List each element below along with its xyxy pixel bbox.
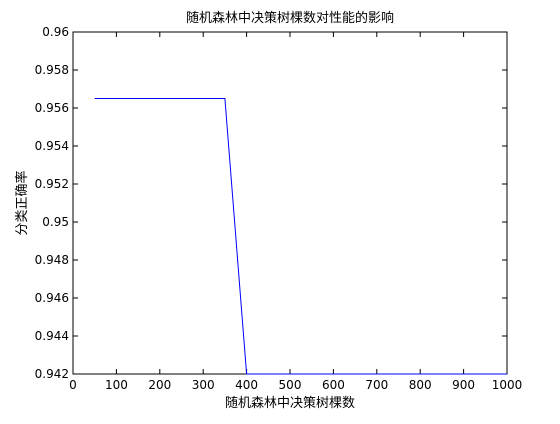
y-tick-label: 0.944 (35, 329, 69, 343)
x-tick-label: 900 (452, 378, 475, 392)
chart-title: 随机森林中决策树棵数对性能的影响 (186, 10, 394, 26)
plot-area (72, 31, 508, 375)
y-axis-label: 分类正确率 (14, 170, 30, 235)
x-tick-label: 300 (192, 378, 215, 392)
y-tick-label: 0.956 (35, 101, 69, 115)
series-line (94, 98, 507, 375)
y-tick-label: 0.96 (42, 25, 69, 39)
y-tick-label: 0.954 (35, 139, 69, 153)
x-tick-label: 400 (235, 378, 258, 392)
y-tick-label: 0.952 (35, 177, 69, 191)
x-tick-label: 100 (105, 378, 128, 392)
x-tick-label: 600 (322, 378, 345, 392)
x-tick-label: 500 (279, 378, 302, 392)
x-tick-label: 0 (69, 378, 77, 392)
y-tick-label: 0.942 (35, 367, 69, 381)
y-tick-label: 0.946 (35, 291, 69, 305)
x-axis-label: 随机森林中决策树棵数 (225, 395, 355, 411)
y-tick-label: 0.948 (35, 253, 69, 267)
x-tick-label: 800 (409, 378, 432, 392)
y-tick-label: 0.958 (35, 63, 69, 77)
series-layer (94, 98, 507, 375)
y-axis: 0.942 0.944 0.946 0.948 0.95 0.952 0.954 0.956 0… (35, 25, 507, 381)
x-tick-label: 1000 (492, 378, 523, 392)
x-tick-label: 700 (365, 378, 388, 392)
x-tick-label: 200 (148, 378, 171, 392)
x-axis: 0 100 200 300 400 500 600 700 800 900 1000 (69, 32, 522, 392)
y-tick-label: 0.95 (42, 215, 69, 229)
